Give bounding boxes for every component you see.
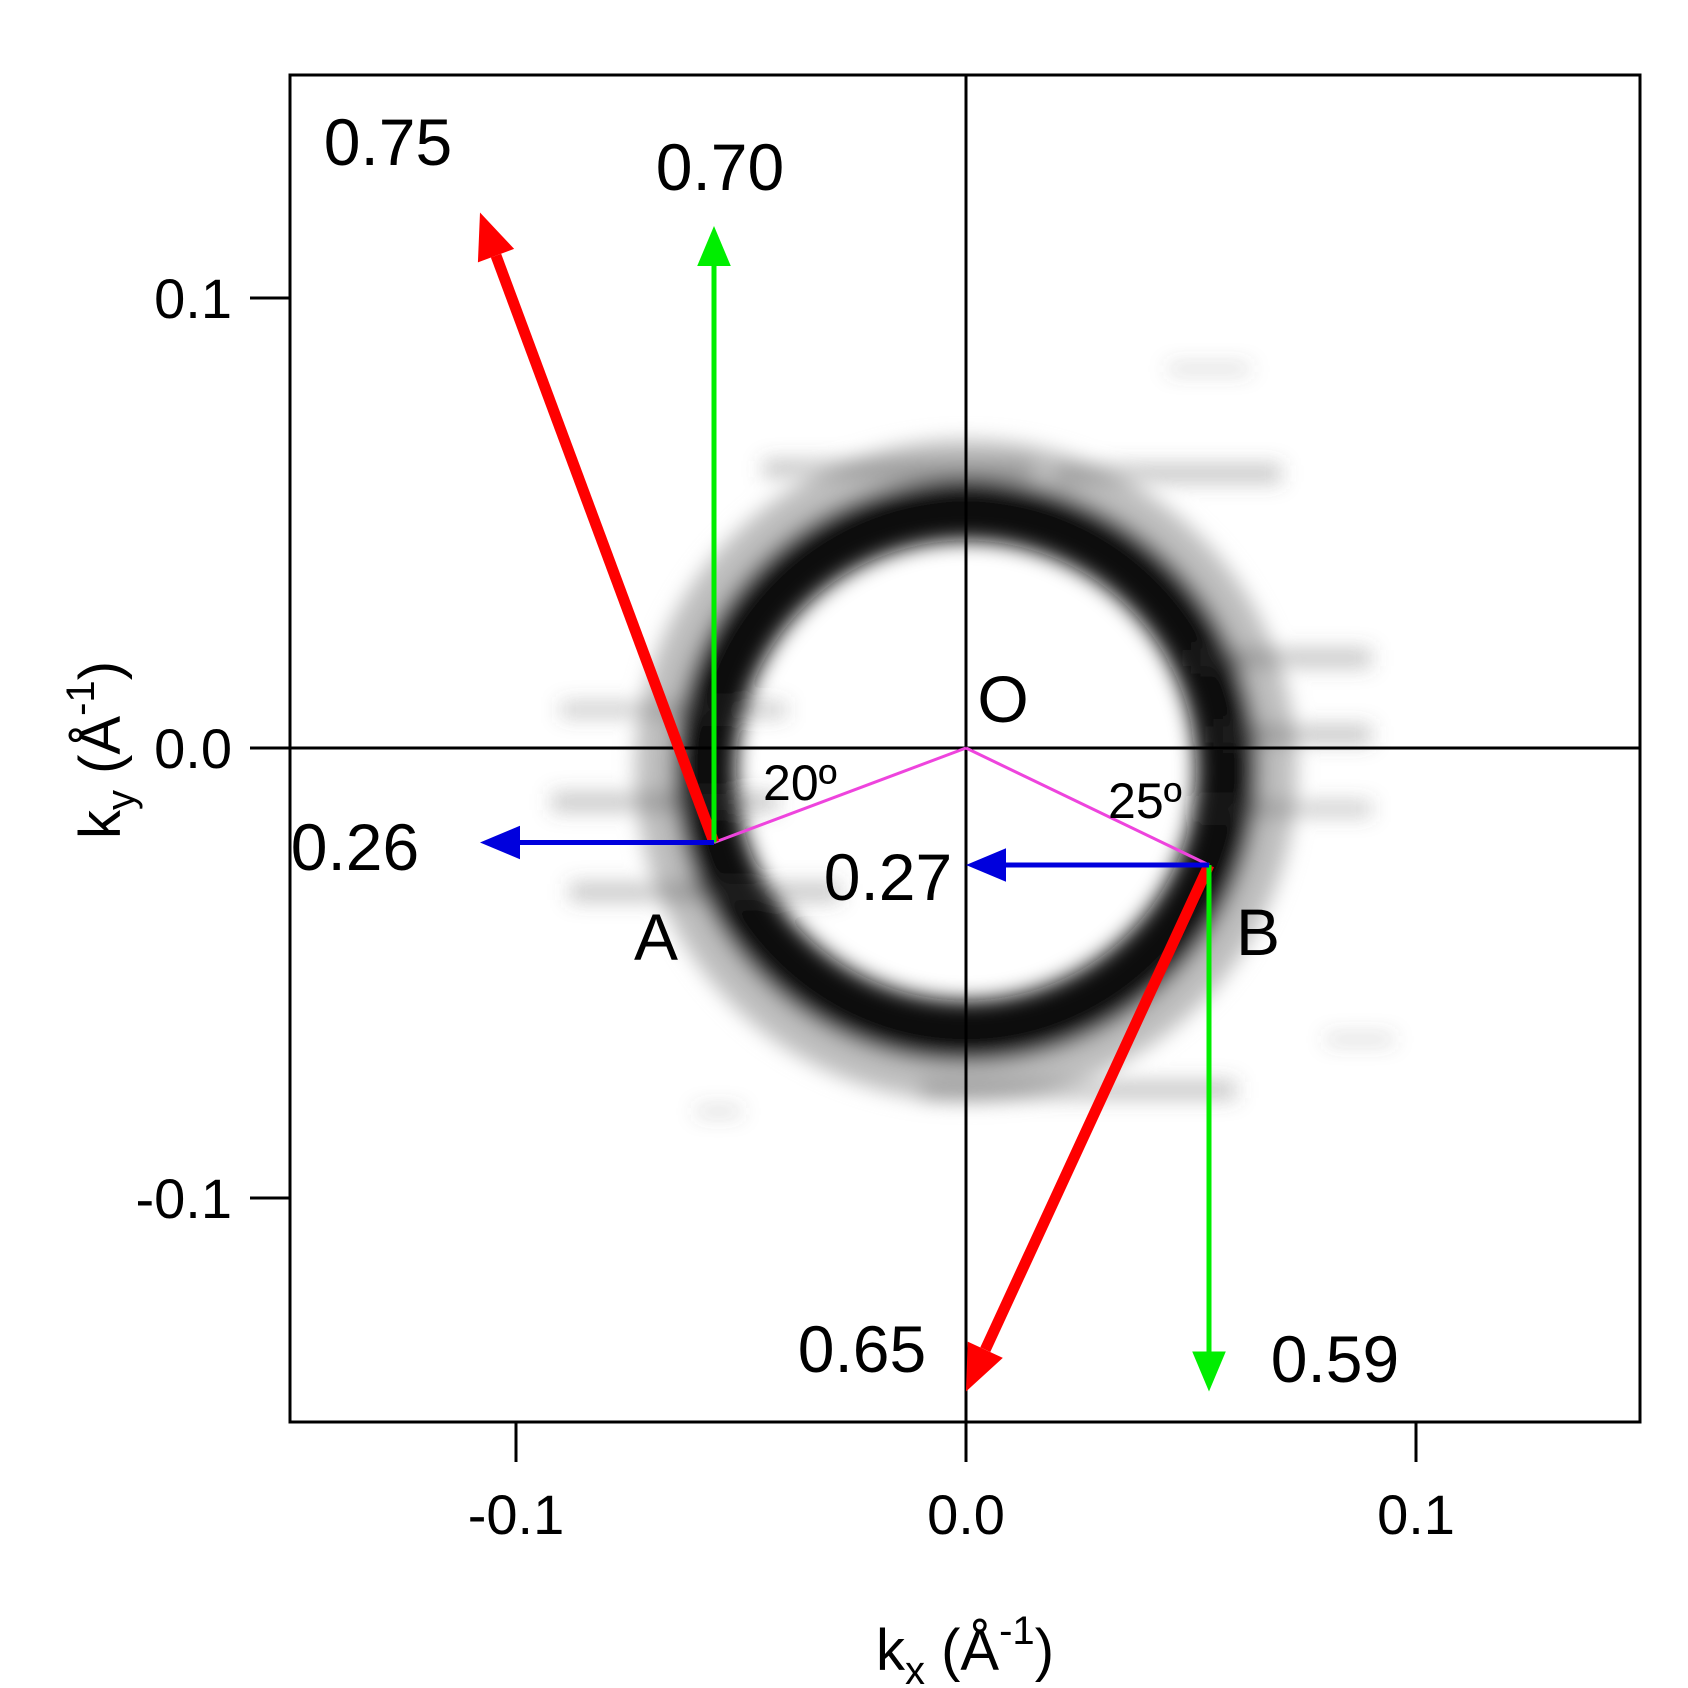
point-label-O: O bbox=[977, 662, 1028, 736]
x-axis-label: kx (Å-1) bbox=[876, 1609, 1054, 1688]
arrow-3-head bbox=[480, 825, 520, 860]
arrow-1-shaft bbox=[490, 253, 720, 845]
arrow-5-head bbox=[1192, 1351, 1226, 1392]
arrow-4-head bbox=[966, 1341, 1003, 1392]
streak-3 bbox=[1191, 649, 1371, 667]
arrow-label: 0.27 bbox=[824, 840, 952, 914]
arrow-label: 0.70 bbox=[656, 130, 784, 204]
annotations: 0.75 0.70 0.26 0.65 0.59 0.27 O A B 20º 25º bbox=[291, 105, 1399, 1396]
streak-11 bbox=[696, 1108, 741, 1115]
arrow-6-head bbox=[966, 848, 1006, 882]
x-tick-label: 0.0 bbox=[927, 1483, 1005, 1546]
arrow-1 bbox=[477, 212, 720, 845]
arrow-5 bbox=[1192, 865, 1226, 1392]
connector-O-A bbox=[713, 746, 967, 844]
arrow-label: 0.26 bbox=[291, 810, 419, 884]
arrow-4-shaft bbox=[980, 862, 1214, 1353]
arrow-6 bbox=[966, 848, 1209, 882]
y-tick-label: 0.0 bbox=[154, 717, 232, 780]
y-tick-label: 0.1 bbox=[154, 267, 232, 330]
x-tick-label: -0.1 bbox=[468, 1483, 565, 1546]
y-tick-label: -0.1 bbox=[136, 1167, 233, 1230]
point-label-A: A bbox=[634, 900, 678, 974]
arrow-3 bbox=[480, 825, 714, 860]
streak-6 bbox=[763, 460, 1034, 478]
arrow-4 bbox=[966, 862, 1214, 1392]
streak-10 bbox=[1326, 1036, 1394, 1043]
streak-9 bbox=[1168, 365, 1250, 373]
x-tick-label: 0.1 bbox=[1377, 1483, 1455, 1546]
streak-1 bbox=[552, 793, 777, 811]
streak-4 bbox=[1213, 725, 1371, 744]
point-label-B: B bbox=[1236, 895, 1280, 969]
streak-2 bbox=[561, 703, 786, 717]
streak-8 bbox=[921, 1081, 1236, 1099]
connector-O-B bbox=[965, 746, 1210, 867]
streak-7 bbox=[1056, 464, 1281, 483]
arrow-2-head bbox=[697, 226, 731, 266]
arrow-label: 0.75 bbox=[324, 105, 452, 179]
arrow-2 bbox=[697, 226, 731, 843]
arrow-label: 0.65 bbox=[798, 1312, 926, 1386]
angle-label-B: 25º bbox=[1108, 773, 1182, 829]
streak-0 bbox=[570, 883, 840, 901]
y-axis-label: ky (Å-1) bbox=[59, 661, 143, 839]
arrow-1-head bbox=[477, 212, 515, 263]
angle-label-A: 20º bbox=[763, 755, 837, 811]
streak-5 bbox=[1191, 802, 1371, 816]
arrow-label: 0.59 bbox=[1271, 1322, 1399, 1396]
